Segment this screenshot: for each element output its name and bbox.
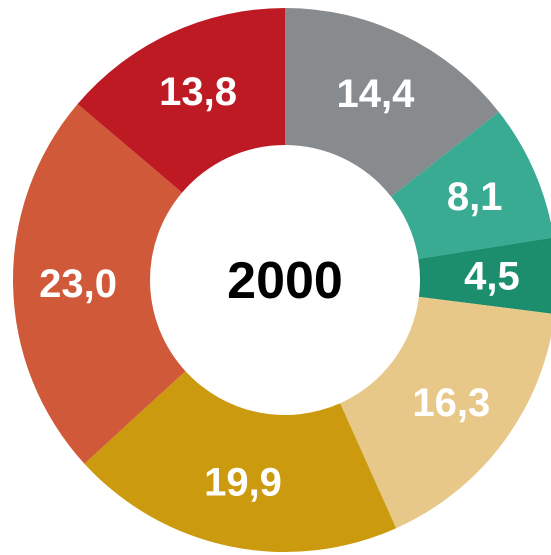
donut-segment (418, 237, 551, 314)
value-label: 8,1 (447, 175, 503, 219)
donut-segment (77, 8, 286, 193)
donut-segment (12, 104, 186, 464)
center-label: 2000 (227, 252, 343, 310)
donut-segment (285, 8, 499, 197)
value-label: 23,0 (39, 262, 117, 306)
donut-segment (84, 371, 397, 553)
value-label: 4,5 (464, 255, 520, 299)
donut-segment (391, 111, 551, 259)
donut-segment (340, 296, 551, 529)
value-label: 13,8 (159, 70, 237, 114)
value-label: 19,9 (204, 461, 282, 505)
value-label: 16,3 (412, 381, 490, 425)
value-label: 14,4 (337, 72, 416, 116)
